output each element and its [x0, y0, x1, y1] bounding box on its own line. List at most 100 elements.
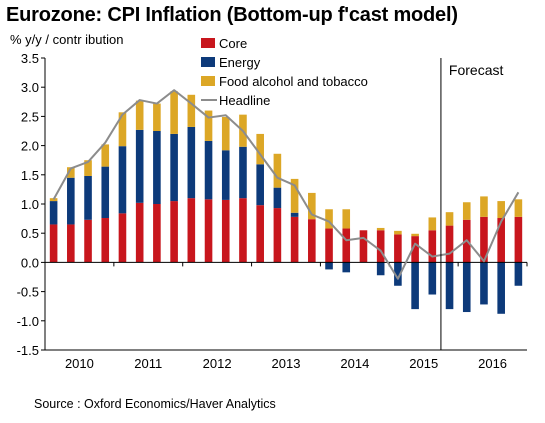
bar-core-2013q2: [273, 208, 282, 263]
legend-label: Energy: [219, 55, 261, 70]
bar-food-alcohol-and-tobacco-2013q1: [256, 133, 264, 165]
bar-core-2010q1: [49, 224, 58, 263]
bar-food-alcohol-and-tobacco-2016q1: [462, 202, 471, 220]
bar-energy-2015q4: [445, 262, 454, 310]
bar-core-2016q4: [514, 216, 523, 263]
y-tick-label: 1.0: [21, 197, 39, 212]
bar-core-2012q1: [187, 198, 196, 263]
bar-core-2013q1: [256, 205, 264, 263]
bar-food-alcohol-and-tobacco-2012q1: [187, 94, 196, 127]
annotation-layer: Forecast: [440, 58, 504, 350]
bar-energy-2016q4: [514, 262, 523, 286]
bar-food-alcohol-and-tobacco-2010q4: [101, 144, 110, 167]
bar-food-alcohol-and-tobacco-2016q2: [480, 196, 488, 217]
bar-core-2013q4: [308, 219, 316, 263]
bar-energy-2012q1: [187, 126, 196, 199]
bar-core-2010q2: [67, 224, 75, 263]
bar-energy-2016q1: [462, 262, 471, 313]
bars-layer: [49, 91, 523, 314]
bar-energy-2015q1: [394, 262, 402, 286]
bar-core-2013q3: [290, 216, 299, 263]
bar-energy-2011q2: [135, 129, 144, 203]
bar-core-2012q2: [204, 199, 213, 263]
bar-food-alcohol-and-tobacco-2013q4: [308, 192, 316, 220]
bar-food-alcohol-and-tobacco-2015q1: [394, 230, 402, 235]
bar-core-2011q2: [135, 202, 144, 263]
bar-core-2015q4: [445, 225, 454, 263]
bar-food-alcohol-and-tobacco-2011q2: [135, 100, 144, 130]
y-tick-label: -0.5: [17, 285, 39, 300]
bar-energy-2016q3: [497, 262, 505, 314]
legend-label: Headline: [219, 93, 270, 108]
bar-food-alcohol-and-tobacco-2010q3: [84, 160, 92, 176]
axes-layer: 3.5 3.0 2.5 2.0 1.5 1.0 0.5 0.0 -0.5 -1.0 -1.5 2010…: [17, 51, 528, 371]
legend-label: Core: [219, 36, 247, 51]
x-tick-label: 2013: [272, 356, 301, 371]
bar-energy-2012q2: [204, 140, 213, 200]
y-tick-label: 0.0: [21, 255, 39, 270]
bar-energy-2014q1: [325, 262, 333, 270]
y-tick-label: 3.5: [21, 51, 39, 66]
bar-food-alcohol-and-tobacco-2016q3: [497, 201, 505, 219]
bar-food-alcohol-and-tobacco-2012q2: [204, 110, 213, 141]
legend: Core Energy Food alcohol and tobacco Headli…: [201, 36, 368, 108]
bar-food-alcohol-and-tobacco-2010q2: [67, 167, 75, 178]
x-tick-label: 2015: [409, 356, 438, 371]
bar-energy-2014q4: [376, 262, 385, 276]
forecast-label: Forecast: [449, 62, 504, 78]
bar-food-alcohol-and-tobacco-2014q2: [342, 209, 351, 229]
bar-food-alcohol-and-tobacco-2013q2: [273, 153, 282, 188]
bar-energy-2010q4: [101, 166, 110, 219]
bar-core-2010q3: [84, 219, 92, 263]
bar-core-2012q3: [221, 199, 230, 263]
bar-energy-2012q4: [239, 146, 247, 199]
bar-food-alcohol-and-tobacco-2013q3: [290, 178, 299, 213]
y-tick-label: 2.0: [21, 139, 39, 154]
y-tick-label: 3.0: [21, 80, 39, 95]
bar-core-2011q1: [118, 213, 127, 263]
bar-food-alcohol-and-tobacco-2014q1: [325, 209, 333, 229]
bar-core-2011q3: [153, 204, 161, 263]
bar-energy-2013q1: [256, 164, 264, 206]
bar-core-2014q2: [342, 228, 351, 263]
y-tick-label: -1.0: [17, 314, 39, 329]
chart-title: Eurozone: CPI Inflation (Bottom-up f'cas…: [6, 4, 458, 26]
bar-energy-2011q4: [170, 133, 178, 202]
source-note: Source : Oxford Economics/Haver Analytic…: [34, 397, 276, 411]
bar-core-2010q4: [101, 218, 110, 263]
y-tick-label: 2.5: [21, 109, 39, 124]
bar-energy-2012q3: [221, 150, 230, 200]
bar-energy-2011q1: [118, 146, 127, 214]
bar-core-2015q2: [411, 236, 419, 263]
y-tick-label: 0.5: [21, 226, 39, 241]
bar-energy-2013q3: [290, 212, 299, 217]
bar-food-alcohol-and-tobacco-2014q4: [376, 227, 385, 231]
bar-core-2016q3: [497, 218, 505, 263]
bar-energy-2010q2: [67, 177, 75, 225]
bar-core-2011q4: [170, 201, 178, 263]
bar-energy-2015q2: [411, 262, 419, 310]
bar-food-alcohol-and-tobacco-2011q3: [153, 103, 161, 131]
bar-energy-2016q2: [480, 262, 488, 305]
x-tick-label: 2011: [134, 356, 162, 371]
bar-food-alcohol-and-tobacco-2015q4: [445, 212, 454, 226]
legend-swatch: [201, 76, 215, 86]
bar-food-alcohol-and-tobacco-2011q1: [118, 112, 127, 147]
bar-food-alcohol-and-tobacco-2011q4: [170, 91, 178, 134]
bar-food-alcohol-and-tobacco-2016q4: [514, 199, 523, 217]
bar-energy-2010q1: [49, 201, 58, 225]
bar-food-alcohol-and-tobacco-2015q2: [411, 233, 419, 237]
legend-swatch: [201, 57, 215, 67]
y-tick-label: 1.5: [21, 168, 39, 183]
x-tick-label: 2016: [478, 356, 507, 371]
bar-energy-2014q2: [342, 262, 351, 273]
bar-core-2014q1: [325, 228, 333, 263]
legend-label: Food alcohol and tobacco: [219, 74, 368, 89]
bar-energy-2013q2: [273, 187, 282, 209]
bar-core-2014q4: [376, 230, 385, 263]
x-tick-label: 2010: [65, 356, 94, 371]
x-tick-label: 2014: [340, 356, 369, 371]
y-tick-label: -1.5: [17, 343, 39, 358]
x-tick-label: 2012: [203, 356, 232, 371]
bar-core-2014q3: [359, 230, 368, 263]
